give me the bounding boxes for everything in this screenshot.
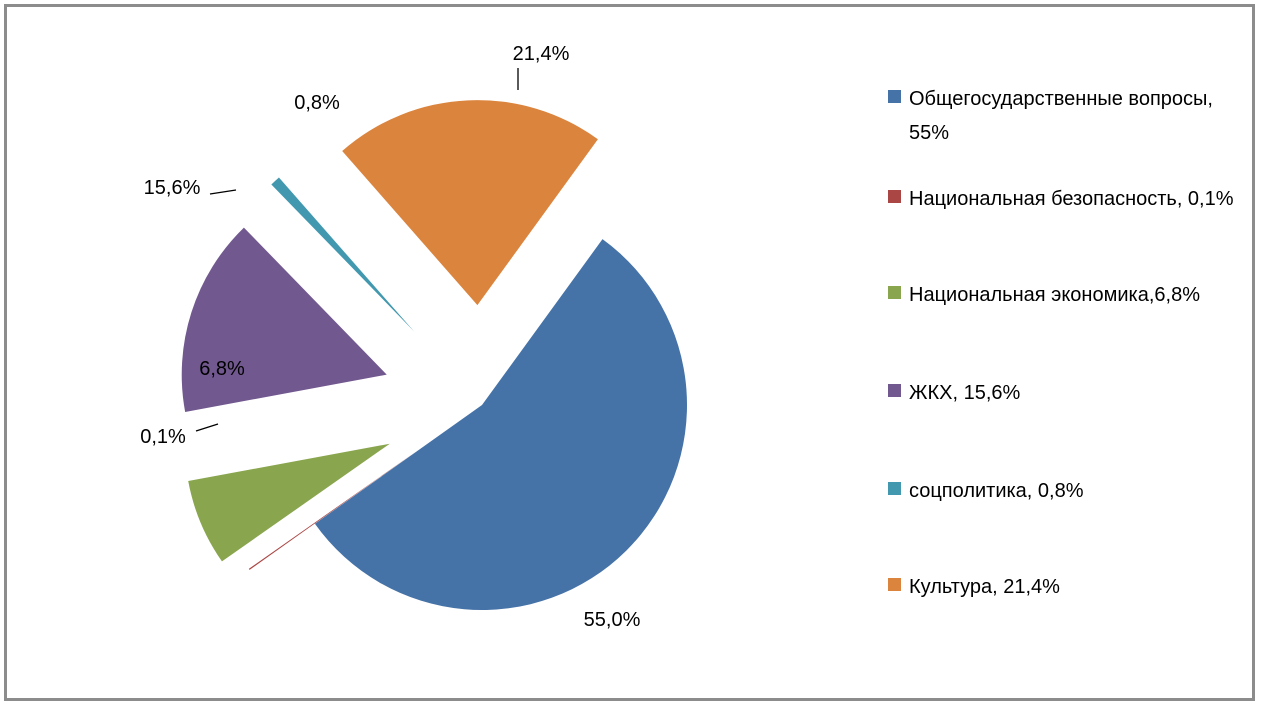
pie-slice-general — [314, 239, 687, 610]
legend-swatch-general — [888, 90, 901, 103]
data-label-social: 0,8% — [294, 92, 340, 114]
legend-item-social: соцполитика, 0,8% — [888, 474, 1249, 508]
legend-label-housing: ЖКХ, 15,6% — [909, 382, 1021, 404]
data-label-economy: 6,8% — [199, 358, 245, 380]
data-label-security: 0,1% — [140, 426, 186, 448]
pie-slice-social — [271, 177, 415, 332]
legend-label-economy: Национальная экономика,6,8% — [909, 284, 1200, 306]
data-label-general: 55,0% — [584, 609, 641, 631]
legend-item-economy: Национальная экономика,6,8% — [888, 278, 1249, 312]
legend-item-culture: Культура, 21,4% — [888, 570, 1249, 604]
legend-label-culture: Культура, 21,4% — [909, 576, 1060, 598]
legend-item-general: Общегосударственные вопросы, 55% — [888, 82, 1249, 150]
leader-line-housing — [209, 189, 237, 195]
data-label-housing: 15,6% — [144, 177, 201, 199]
pie-slice-economy — [188, 443, 390, 562]
legend-label-security: Национальная безопасность, 0,1% — [909, 188, 1234, 210]
pie-slice-culture — [342, 100, 598, 306]
legend-swatch-culture — [888, 578, 901, 591]
legend-swatch-economy — [888, 286, 901, 299]
legend-label-social: соцполитика, 0,8% — [909, 480, 1084, 502]
legend-swatch-security — [888, 190, 901, 203]
legend-swatch-housing — [888, 384, 901, 397]
leader-line-security — [195, 423, 219, 432]
legend-item-housing: ЖКХ, 15,6% — [888, 376, 1249, 410]
legend-label-general: Общегосударственные вопросы, 55% — [909, 88, 1213, 144]
legend-item-security: Национальная безопасность, 0,1% — [888, 182, 1249, 216]
pie-slice-security — [248, 451, 417, 570]
legend-swatch-social — [888, 482, 901, 495]
data-label-culture: 21,4% — [513, 43, 570, 65]
pie-slice-housing — [181, 227, 387, 412]
